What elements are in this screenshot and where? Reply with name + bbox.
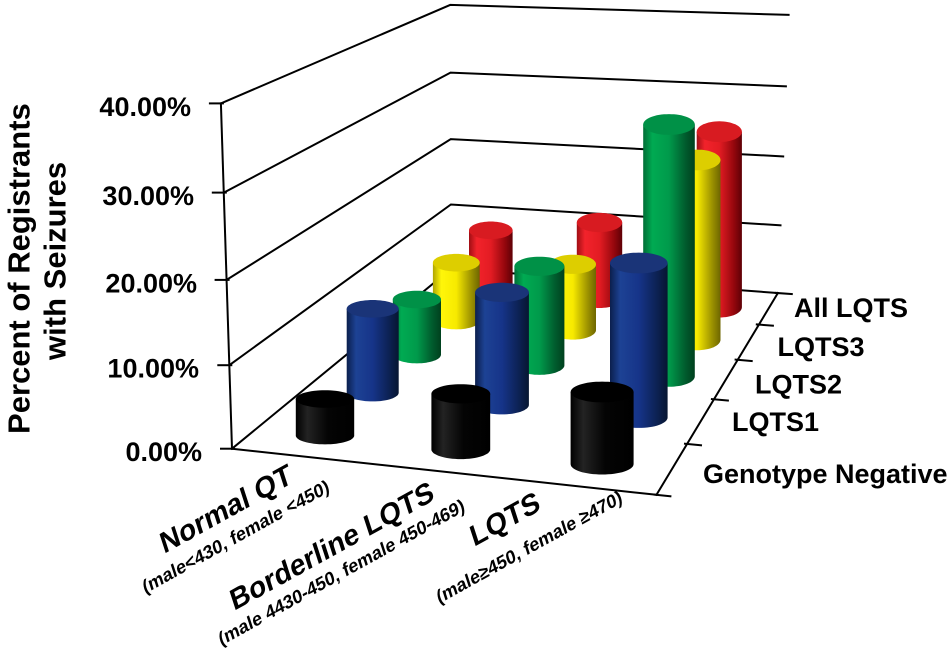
svg-text:All LQTS: All LQTS (794, 293, 908, 323)
svg-text:LQTS1: LQTS1 (732, 407, 819, 437)
svg-text:Percent of Registrants: Percent of Registrants (2, 103, 37, 434)
svg-text:Genotype Negative: Genotype Negative (703, 459, 948, 489)
svg-text:30.00%: 30.00% (102, 181, 194, 211)
svg-text:10.00%: 10.00% (107, 354, 199, 384)
svg-text:0.00%: 0.00% (125, 437, 202, 467)
svg-text:20.00%: 20.00% (105, 268, 197, 298)
svg-text:40.00%: 40.00% (99, 92, 191, 122)
svg-text:LQTS2: LQTS2 (755, 370, 842, 400)
svg-text:with Seizures: with Seizures (38, 162, 73, 361)
svg-text:LQTS3: LQTS3 (778, 332, 865, 362)
